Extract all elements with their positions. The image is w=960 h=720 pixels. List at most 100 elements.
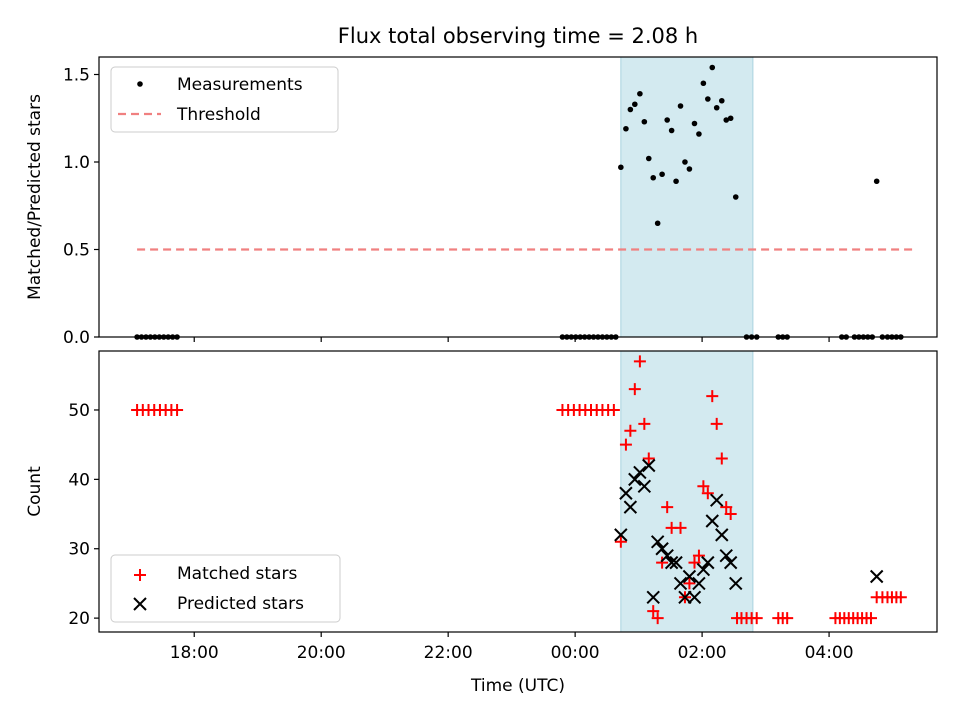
matched-star-point	[864, 612, 877, 625]
measurement-point	[713, 104, 720, 111]
predicted-star-point	[705, 514, 719, 528]
matched-star-point	[633, 355, 646, 368]
matched-star-point	[624, 424, 637, 437]
matched-star-point	[683, 577, 696, 590]
axes-frame-bottom	[98, 350, 938, 633]
predicted-star-point	[710, 493, 724, 507]
predicted-star-point	[664, 555, 679, 570]
predicted-star-point	[673, 576, 688, 591]
predicted-star-point	[646, 590, 660, 605]
measurement-point	[637, 90, 643, 97]
legend-label-matched: Matched stars	[177, 564, 297, 584]
y-tick-label: 0.0	[63, 328, 90, 348]
matched-star-point	[724, 508, 737, 521]
predicted-star-point	[669, 555, 683, 570]
measurement-point	[873, 178, 880, 185]
legend-dot-marker	[137, 81, 143, 87]
measurement-point	[641, 118, 648, 125]
predicted-star-point	[660, 548, 674, 563]
y-tick-label: 30	[68, 540, 90, 560]
measurement-point	[659, 171, 665, 178]
legend-label-predicted: Predicted stars	[177, 594, 304, 614]
matched-star-point	[688, 556, 701, 569]
predicted-star-point	[678, 590, 692, 605]
predicted-star-point	[869, 569, 884, 584]
y-tick-label: 0.5	[63, 241, 90, 261]
predicted-star-point	[650, 535, 665, 549]
y-tick-label: 20	[68, 609, 90, 629]
legend-top: Measurements Threshold	[110, 66, 339, 133]
predicted-star-point	[628, 472, 642, 487]
measurement-point	[618, 164, 624, 171]
legend-bottom: Matched stars Predicted stars	[110, 554, 341, 623]
measurement-point	[627, 106, 634, 113]
predicted-star-point	[715, 528, 729, 542]
matched-star-point	[656, 556, 669, 569]
x-tick-label: 04:00	[805, 643, 854, 663]
predicted-star-point	[719, 548, 733, 563]
matched-star-point	[614, 535, 627, 548]
x-tick-label: 18:00	[170, 643, 219, 663]
matched-star-point	[661, 501, 674, 514]
predicted-star-point	[642, 458, 656, 473]
matched-star-point	[701, 487, 714, 500]
matched-star-point	[781, 612, 794, 625]
x-ticks-bottom: 18:00 20:00 22:00 00:00 02:00 04:00	[170, 632, 854, 663]
matched-star-point	[697, 480, 710, 493]
x-tick-label: 02:00	[678, 643, 727, 663]
matched-star-point	[706, 390, 719, 403]
measurement-point	[682, 159, 688, 165]
ratio-panel: 0.0 0.5 1.0 1.5 Matched/Predicted stars Mea…	[25, 56, 938, 348]
matched-star-point	[715, 452, 728, 465]
matched-star-point	[894, 591, 907, 604]
x-ticks-top	[193, 337, 830, 342]
matched-star-point	[638, 417, 651, 430]
matched-star-point	[651, 612, 664, 625]
predicted-star-point	[614, 528, 628, 542]
x-tick-label: 22:00	[424, 643, 473, 663]
predicted-star-point	[687, 590, 702, 605]
y-ticks-top: 0.0 0.5 1.0 1.5	[63, 66, 99, 348]
y-tick-label: 50	[68, 401, 90, 421]
predicted-star-point	[701, 555, 715, 570]
measurement-point	[673, 178, 679, 185]
measurement-point	[691, 120, 698, 127]
measurement-point	[623, 125, 629, 132]
matched-star-point	[607, 403, 620, 416]
legend-label-measurements: Measurements	[177, 75, 303, 95]
measurement-point	[732, 194, 739, 200]
y-tick-label: 40	[68, 470, 90, 490]
x-axis-label: Time (UTC)	[470, 676, 565, 696]
matched-star-point	[619, 438, 632, 451]
matched-star-point	[642, 452, 655, 465]
measurement-point	[668, 127, 675, 134]
matched-star-point	[647, 605, 660, 618]
matched-star-point	[171, 403, 184, 416]
matched-star-point	[720, 501, 733, 514]
y-axis-label-top: Matched/Predicted stars	[25, 94, 45, 300]
predicted-star-point	[682, 569, 697, 584]
x-tick-label: 00:00	[551, 643, 600, 663]
measurement-point	[718, 97, 725, 104]
measurement-point	[709, 64, 716, 71]
measurement-point	[705, 96, 711, 102]
matched-star-point	[674, 521, 687, 534]
predicted-star-point	[633, 465, 647, 480]
measurement-point	[664, 117, 670, 123]
legend-box	[110, 66, 339, 133]
predicted-star-point	[623, 500, 638, 514]
legend-x-marker	[133, 597, 147, 611]
measurement-point	[723, 117, 730, 123]
y-tick-label: 1.0	[63, 153, 90, 173]
measurement-point	[727, 115, 734, 122]
chart-title: Flux total observing time = 2.08 h	[338, 24, 698, 48]
measurement-point	[632, 101, 638, 108]
predicted-star-point	[692, 576, 706, 591]
measurement-point	[677, 103, 684, 109]
predicted-star-point	[637, 479, 652, 494]
y-axis-label-bottom: Count	[25, 466, 45, 517]
measurement-point	[645, 155, 652, 162]
matched-star-point	[628, 383, 641, 396]
